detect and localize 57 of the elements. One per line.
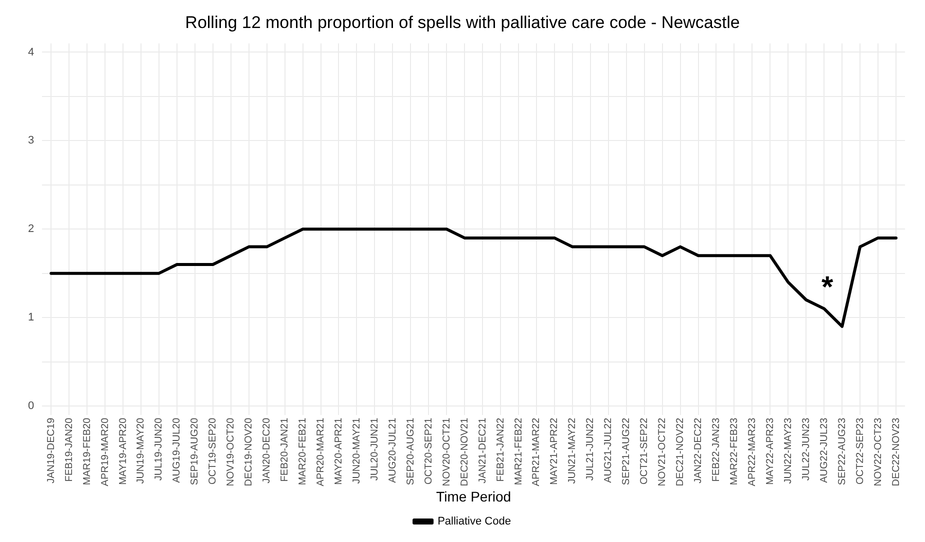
x-tick-label: OCT20-SEP21: [423, 417, 434, 485]
x-tick-label: JUL20-JUN21: [369, 417, 380, 481]
x-tick-label: MAR20-FEB21: [298, 417, 309, 486]
x-tick-label: DEC21-NOV22: [675, 417, 686, 486]
x-tick-label: JAN20-DEC20: [262, 417, 273, 484]
annotation: *: [821, 270, 834, 304]
x-tick-label: OCT19-SEP20: [208, 417, 219, 485]
legend-label: Palliative Code: [438, 516, 511, 528]
x-tick-label: NOV21-OCT22: [657, 417, 668, 486]
x-tick-label: JAN19-DEC19: [46, 417, 57, 484]
x-tick-label: JUN20-MAY21: [351, 417, 362, 484]
x-tick-label: APR19-MAR20: [100, 417, 111, 486]
x-tick-label: AUG21-JUL22: [603, 417, 614, 483]
x-tick-label: JUN19-MAY20: [136, 417, 147, 484]
x-tick-label: NOV22-OCT23: [872, 417, 884, 486]
x-tick-label: AUG22-JUL23: [818, 417, 830, 483]
x-tick-label: MAR21-FEB22: [513, 417, 524, 486]
x-tick-label: APR20-MAR21: [316, 417, 327, 486]
x-tick-label: JAN21-DEC21: [477, 417, 488, 484]
x-tick-label: MAR19-FEB20: [82, 417, 93, 486]
x-tick-label: OCT21-SEP22: [639, 417, 650, 485]
y-tick-label: 2: [28, 223, 34, 236]
x-tick-label: MAY22-APR23: [764, 417, 776, 485]
y-tick-label: 1: [28, 312, 34, 324]
x-tick-label: JAN22-DEC22: [693, 417, 704, 484]
x-tick-label: FEB21-JAN22: [495, 417, 506, 482]
x-tick-label: NOV20-OCT21: [441, 417, 452, 486]
x-tick-label: MAY20-APR21: [333, 417, 344, 485]
x-tick-label: DEC19-NOV20: [244, 417, 255, 486]
x-tick-label: JUL22-JUN23: [800, 417, 812, 481]
x-tick-label: SEP21-AUG22: [621, 417, 632, 486]
x-axis-title: Time Period: [436, 488, 512, 504]
x-tick-label: JUN22-MAY23: [782, 417, 794, 484]
x-tick-label: MAY19-APR20: [118, 417, 129, 485]
y-tick-label: 4: [28, 46, 34, 58]
x-tick-label: JUL19-JUN20: [154, 417, 165, 481]
x-tick-label: DEC20-NOV21: [459, 417, 470, 486]
x-tick-label: NOV19-OCT20: [226, 417, 237, 486]
x-tick-label: APR22-MAR23: [746, 417, 758, 486]
chart-title: Rolling 12 month proportion of spells with palliative care code - Newcastle: [185, 12, 740, 32]
x-tick-label: FEB20-JAN21: [280, 417, 291, 482]
x-tick-label: SEP20-AUG21: [405, 417, 416, 486]
x-tick-label: JUL21-JUN22: [585, 417, 596, 481]
y-tick-label: 0: [28, 400, 34, 412]
x-tick-label: APR21-MAR22: [531, 417, 542, 486]
x-tick-label: MAY21-APR22: [549, 417, 560, 485]
x-tick-label: SEP19-AUG20: [190, 417, 201, 486]
x-tick-label: AUG20-JUL21: [387, 417, 398, 483]
x-tick-label: MAR22-FEB23: [728, 417, 740, 486]
x-tick-label: AUG19-JUL20: [172, 417, 183, 483]
x-tick-label: JUN21-MAY22: [567, 417, 578, 484]
x-tick-label: OCT22-SEP23: [854, 417, 866, 485]
y-tick-label: 3: [28, 134, 34, 147]
x-tick-label: DEC22-NOV23: [890, 417, 902, 486]
x-tick-label: SEP22-AUG23: [836, 417, 848, 486]
x-tick-label: FEB19-JAN20: [64, 417, 75, 482]
x-tick-label: FEB22-JAN23: [710, 417, 722, 482]
